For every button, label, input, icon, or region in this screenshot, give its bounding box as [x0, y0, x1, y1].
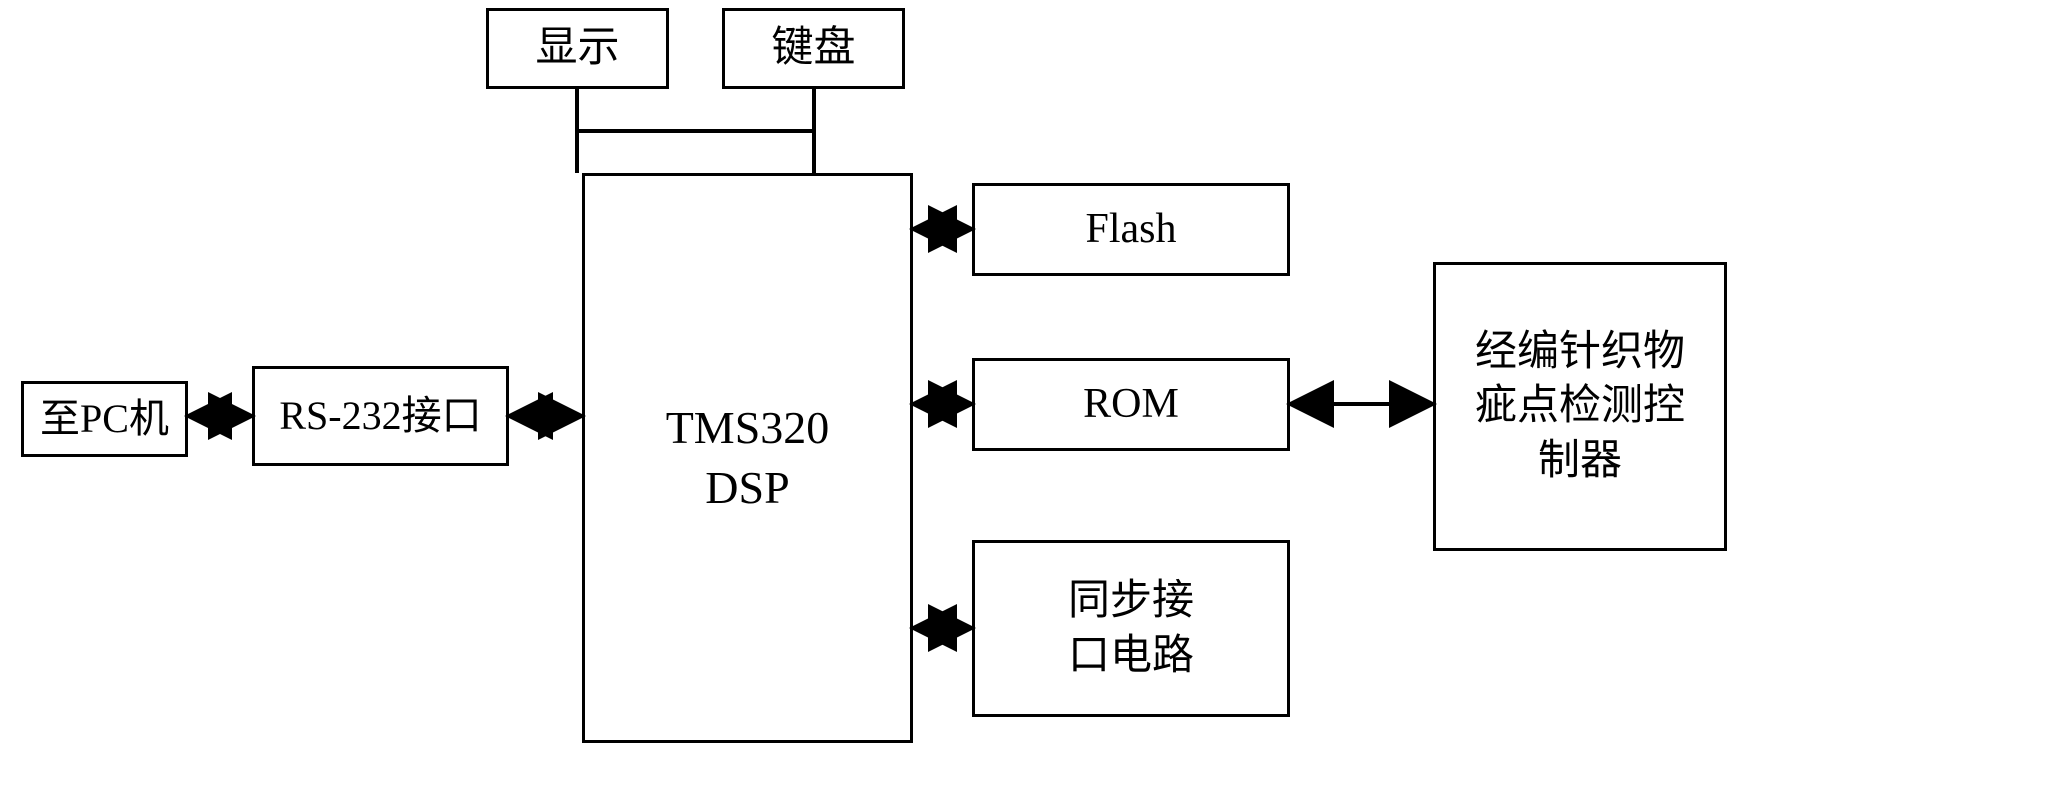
- connector-layer: [0, 0, 2057, 806]
